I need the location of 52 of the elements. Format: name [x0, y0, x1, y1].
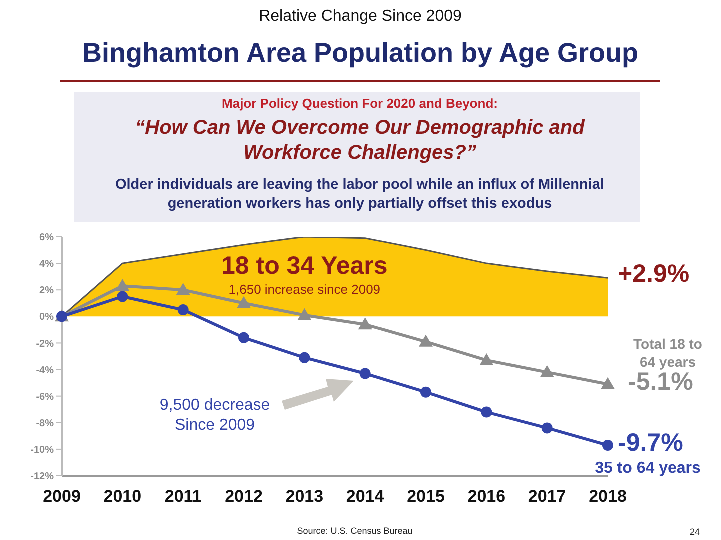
x-tick-label: 2009 [43, 487, 81, 506]
point [298, 308, 312, 320]
chart-title: Binghamton Area Population by Age Group [81, 38, 640, 69]
x-tick-label: 2013 [286, 487, 324, 506]
point [116, 279, 130, 292]
point [117, 291, 128, 302]
point [176, 283, 190, 296]
annotation: -9.7% [618, 429, 684, 458]
text: 24 [690, 527, 700, 537]
y-tick-label: -4% [36, 365, 54, 376]
annotation: 9,500 decrease Since 2009 [158, 396, 272, 436]
x-tick-label: 2017 [528, 487, 566, 506]
chart-subtitle: Relative Change Since 2009 [258, 8, 463, 26]
point [419, 334, 433, 347]
series-label: 35 to 64 years [594, 460, 702, 478]
y-tick-label: -2% [36, 338, 54, 350]
point [360, 368, 371, 380]
point [481, 406, 492, 418]
point [238, 332, 250, 344]
x-tick-label: 2016 [468, 487, 506, 506]
point [237, 296, 251, 308]
x-tick-label: 2011 [164, 487, 202, 506]
x-tick-label: 2015 [407, 487, 445, 506]
series-label: Total 18 to 64 years [632, 335, 704, 372]
point [420, 386, 432, 398]
text: Older individuals are leaving the labor pool while an influx of Millennial generation workers has only partially offset this exodus [114, 176, 606, 214]
y-tick-label: -6% [36, 392, 54, 403]
point [602, 440, 614, 451]
series-label: 18 to 34 Years [220, 252, 389, 281]
y-tick-label: 2% [40, 286, 54, 297]
point [542, 422, 553, 434]
y-tick-label: -10% [30, 444, 54, 456]
y-tick-label: -12% [30, 472, 54, 483]
text: “How Can We Overcome Our Demographic and Workforce Challenges?” [134, 116, 586, 166]
point [178, 304, 189, 316]
x-tick-label: 2010 [104, 487, 142, 506]
point [358, 318, 372, 330]
annotation: +2.9% [618, 260, 690, 290]
point [480, 353, 494, 366]
y-tick-label: 4% [40, 259, 54, 270]
x-tick-label: 2012 [225, 487, 263, 506]
y-tick-label: 0% [40, 312, 54, 324]
annotation: 1,650 increase since 2009 [228, 282, 382, 298]
point [299, 352, 310, 364]
x-tick-label: 2018 [589, 487, 627, 506]
source-note: Source: U.S. Census Bureau [296, 526, 414, 536]
x-tick-label: 2014 [346, 487, 385, 506]
point [601, 377, 615, 390]
y-tick-label: 6% [40, 232, 54, 244]
y-tick-label: -8% [36, 418, 54, 430]
point [540, 365, 554, 378]
text: Major Policy Question For 2020 and Beyond: [221, 96, 499, 111]
